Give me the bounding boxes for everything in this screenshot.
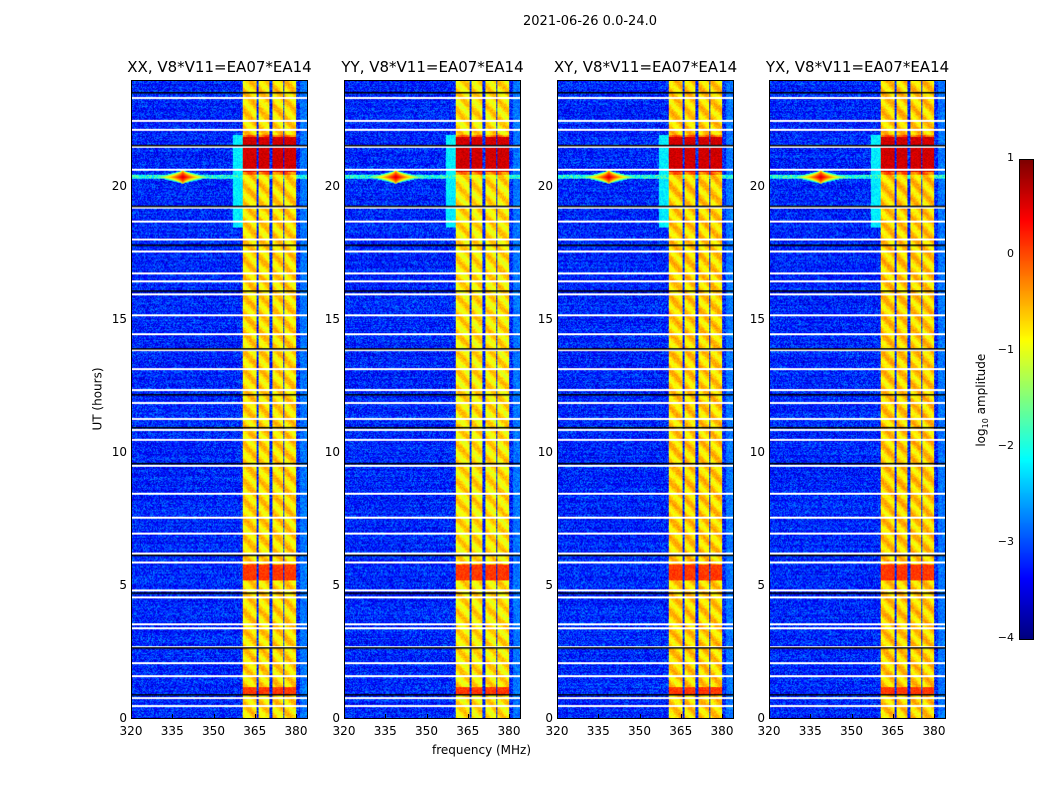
- colorbar-tick-label: −3: [997, 535, 1014, 548]
- y-tick-label: 0: [332, 711, 340, 725]
- y-axis-label: UT (hours): [90, 367, 105, 431]
- y-tick-label: 20: [324, 178, 340, 193]
- y-tick-label: 10: [324, 444, 340, 459]
- y-tick-label: 5: [119, 577, 127, 592]
- spectrogram-heatmap: [769, 80, 946, 719]
- x-tick-label: 335: [798, 724, 822, 738]
- x-axis-label: frequency (MHz): [432, 743, 532, 757]
- x-tick-label: 365: [669, 724, 693, 738]
- colorbar-tick-label: 0: [1007, 247, 1014, 260]
- figure-title: 2021-06-26 0.0-24.0: [523, 14, 657, 29]
- spectrogram-heatmap: [131, 80, 308, 719]
- x-tick-mark: [851, 714, 853, 719]
- x-tick-mark: [172, 714, 174, 719]
- x-tick-label: 380: [284, 724, 308, 738]
- panel-title: XY, V8*V11=EA07*EA14: [553, 58, 738, 76]
- x-tick-label: 350: [202, 724, 225, 738]
- x-tick-label: 380: [710, 724, 734, 738]
- colorbar-tick-label: −4: [997, 631, 1014, 644]
- y-tick-label: 5: [332, 577, 340, 592]
- y-tick-label: 15: [111, 311, 127, 326]
- x-tick-mark: [426, 714, 428, 719]
- spectrogram-heatmap: [557, 80, 734, 719]
- x-tick-mark: [810, 714, 812, 719]
- panel-title: YX, V8*V11=EA07*EA14: [765, 58, 950, 76]
- y-tick-label: 10: [537, 444, 553, 459]
- x-tick-label: 335: [586, 724, 610, 738]
- x-tick-mark: [722, 714, 723, 719]
- x-tick-label: 320: [757, 724, 781, 738]
- x-tick-label: 350: [840, 724, 863, 738]
- x-tick-mark: [639, 714, 641, 719]
- x-tick-label: 320: [545, 724, 569, 738]
- y-tick-label: 20: [111, 178, 127, 193]
- colorbar: [1019, 159, 1034, 640]
- x-tick-mark: [557, 714, 558, 719]
- colorbar-tick-label: 1: [1007, 151, 1014, 164]
- x-tick-label: 350: [628, 724, 651, 738]
- y-tick-label: 0: [119, 711, 127, 725]
- x-tick-mark: [892, 714, 894, 719]
- y-tick-label: 0: [545, 711, 553, 725]
- y-tick-label: 0: [757, 711, 765, 725]
- x-tick-mark: [131, 714, 132, 719]
- x-tick-label: 365: [456, 724, 480, 738]
- x-tick-mark: [467, 714, 469, 719]
- y-tick-label: 10: [111, 444, 127, 459]
- y-tick-label: 15: [749, 311, 765, 326]
- x-tick-mark: [296, 714, 297, 719]
- x-tick-mark: [598, 714, 600, 719]
- x-tick-mark: [385, 714, 387, 719]
- x-tick-label: 365: [243, 724, 267, 738]
- y-tick-label: 15: [537, 311, 553, 326]
- panel-title: YY, V8*V11=EA07*EA14: [341, 58, 524, 76]
- x-tick-mark: [680, 714, 682, 719]
- colorbar-label: log10 amplitude: [973, 353, 991, 447]
- y-tick-label: 10: [749, 444, 765, 459]
- x-tick-label: 320: [332, 724, 356, 738]
- x-tick-mark: [934, 714, 935, 719]
- x-tick-label: 380: [497, 724, 521, 738]
- x-tick-label: 350: [415, 724, 438, 738]
- colorbar-tick-label: −1: [997, 343, 1014, 356]
- x-tick-mark: [254, 714, 256, 719]
- y-tick-label: 5: [757, 577, 765, 592]
- spectrogram-heatmap: [344, 80, 521, 719]
- y-tick-label: 15: [324, 311, 340, 326]
- x-tick-label: 335: [160, 724, 184, 738]
- x-tick-label: 335: [373, 724, 397, 738]
- panel-title: XX, V8*V11=EA07*EA14: [127, 58, 312, 76]
- x-tick-label: 365: [881, 724, 905, 738]
- y-tick-label: 5: [545, 577, 553, 592]
- x-tick-label: 320: [119, 724, 143, 738]
- y-tick-label: 20: [537, 178, 553, 193]
- x-tick-label: 380: [922, 724, 946, 738]
- x-tick-mark: [509, 714, 510, 719]
- x-tick-mark: [344, 714, 345, 719]
- x-tick-mark: [213, 714, 215, 719]
- y-tick-label: 20: [749, 178, 765, 193]
- colorbar-tick-label: −2: [997, 439, 1014, 452]
- x-tick-mark: [769, 714, 770, 719]
